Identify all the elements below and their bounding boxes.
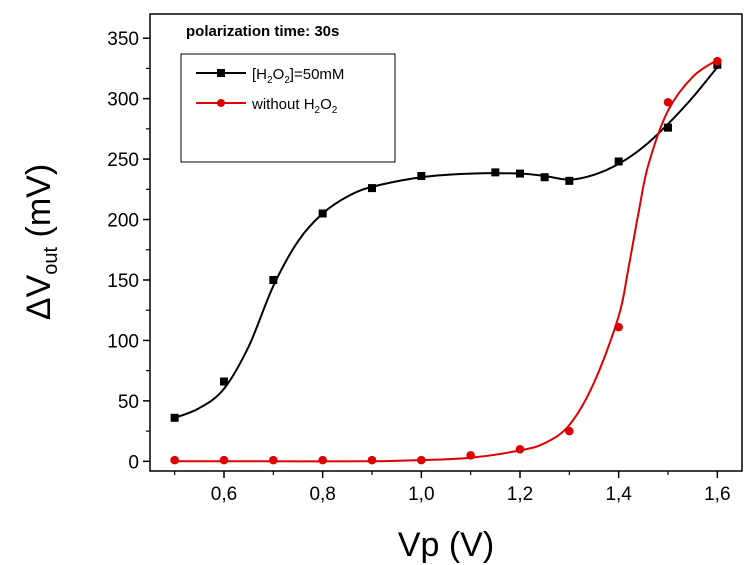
series-1-point <box>170 455 179 465</box>
series-0-point <box>540 173 549 182</box>
series-0-point <box>269 275 278 284</box>
series-0-point <box>664 123 672 132</box>
series-0-point <box>614 157 623 166</box>
series-1-point <box>565 426 574 436</box>
series-1-point <box>318 455 327 465</box>
series-1-point <box>614 322 623 332</box>
x-tick-label: 1,0 <box>408 484 434 505</box>
y-tick-label: 250 <box>107 150 139 171</box>
x-axis: 0,6 0,8 1,0 1,2 1,4 1,6 <box>174 471 731 505</box>
y-axis-title-prefix: ΔV <box>20 274 58 320</box>
series-0-point <box>170 413 179 422</box>
series-0-point <box>491 168 500 177</box>
x-tick-label: 0,8 <box>309 484 335 505</box>
x-tick-label: 1,2 <box>507 484 533 505</box>
series-1 <box>170 56 722 465</box>
series-layer <box>170 56 722 465</box>
series-0-point <box>565 176 574 185</box>
series-1-point <box>515 444 525 454</box>
x-tick-label: 1,6 <box>704 484 730 505</box>
legend-item-without-h2o2: without H2O2 <box>196 96 338 116</box>
series-1-point <box>713 56 722 66</box>
legend-label-without-h2o2: without H2O2 <box>251 96 338 116</box>
x-tick-label: 1,4 <box>605 484 632 505</box>
series-1-point <box>367 455 377 465</box>
x-axis-title: Vp (V) <box>398 526 494 564</box>
series-0-point <box>220 377 228 386</box>
legend-label-h2o2: [H2O2]=50mM <box>252 66 344 86</box>
legend: [H2O2]=50mM without H2O2 <box>180 53 396 163</box>
legend-item-h2o2: [H2O2]=50mM <box>196 66 344 86</box>
y-tick-label: 0 <box>128 452 139 473</box>
series-0-point <box>318 209 327 218</box>
series-0-point <box>368 184 376 193</box>
y-axis-title-suffix: (mV) <box>20 164 58 247</box>
series-1-point <box>663 97 673 107</box>
series-0-fit-line <box>174 66 719 419</box>
y-tick-label: 100 <box>107 331 139 352</box>
x-tick-label: 0,6 <box>211 484 237 505</box>
y-axis-title-sub: out <box>40 247 62 275</box>
y-tick-label: 50 <box>118 392 139 413</box>
series-1-fit-line <box>174 59 718 463</box>
series-1-point <box>269 455 278 465</box>
y-tick-label: 200 <box>107 211 139 232</box>
series-0-point <box>516 169 524 178</box>
annotation: polarization time: 30s <box>186 23 339 40</box>
series-1-point <box>219 455 229 465</box>
y-tick-label: 350 <box>107 29 139 50</box>
legend-marker-without-h2o2 <box>217 99 225 107</box>
series-1-point <box>466 450 475 460</box>
legend-marker-h2o2 <box>217 69 225 77</box>
y-axis: 0 50 100 150 200 250 300 350 <box>107 29 150 473</box>
y-tick-label: 150 <box>107 271 139 292</box>
series-1-point <box>417 455 426 465</box>
y-axis-title: ΔVout (mV) <box>20 164 62 320</box>
plot-frame <box>149 13 743 472</box>
series-0-point <box>417 172 426 181</box>
y-tick-label: 300 <box>107 90 139 111</box>
